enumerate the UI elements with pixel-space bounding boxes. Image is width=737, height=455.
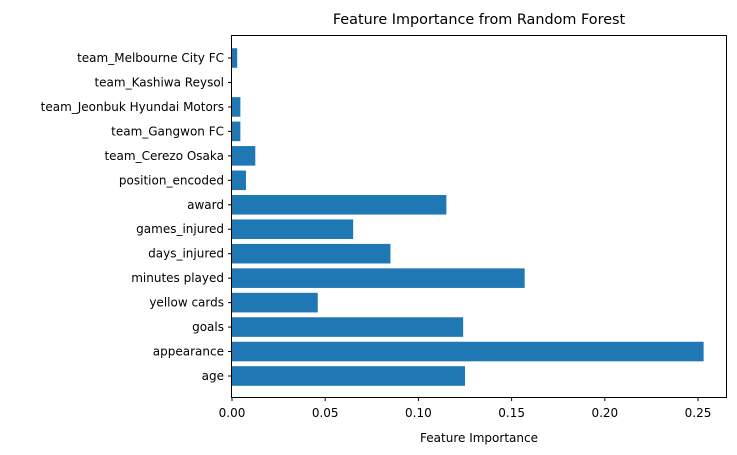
x-tick-label: 0.05: [312, 406, 339, 420]
x-tick-label: 0.20: [591, 406, 618, 420]
bar: [232, 194, 447, 215]
y-tick-label: award: [187, 198, 224, 212]
plot-frame: [231, 35, 727, 398]
chart-title: Feature Importance from Random Forest: [333, 12, 626, 28]
y-tick-label: days_injured: [148, 247, 224, 261]
bar: [232, 219, 354, 240]
y-tick-label: goals: [192, 320, 224, 334]
y-tick-label: games_injured: [136, 222, 224, 236]
bar: [232, 121, 241, 142]
bars-group: [232, 48, 704, 386]
y-tick-label: team_Gangwon FC: [111, 124, 224, 138]
y-tick-label: minutes played: [131, 271, 224, 285]
y-tick-label: age: [202, 369, 224, 383]
bar: [232, 243, 391, 264]
y-axis-ticks: age appearance goals yellow cards minutes pl…: [41, 51, 232, 383]
y-tick-label: yellow cards: [149, 296, 224, 310]
y-tick-label: team_Cerezo Osaka: [104, 149, 224, 163]
bar: [232, 268, 525, 288]
bar: [232, 292, 318, 313]
y-tick-label: team_Kashiwa Reysol: [94, 75, 224, 89]
x-axis-label: Feature Importance: [420, 431, 538, 445]
bar: [232, 341, 704, 362]
y-tick-label: team_Melbourne City FC: [77, 51, 224, 65]
y-tick-label: team_Jeonbuk Hyundai Motors: [41, 100, 224, 114]
y-tick-label: appearance: [153, 345, 224, 359]
bar: [232, 170, 246, 191]
x-tick-label: 0.10: [405, 406, 432, 420]
x-tick-label: 0.00: [219, 406, 246, 420]
x-tick-label: 0.25: [685, 406, 712, 420]
bar: [232, 48, 238, 68]
x-axis-ticks: 0.00 0.05 0.10 0.15 0.20 0.25: [219, 397, 712, 420]
bar: [232, 366, 466, 386]
x-tick-label: 0.15: [498, 406, 525, 420]
bar: [232, 317, 464, 337]
bar: [232, 97, 241, 117]
bar: [232, 146, 256, 166]
y-tick-label: position_encoded: [119, 173, 224, 187]
